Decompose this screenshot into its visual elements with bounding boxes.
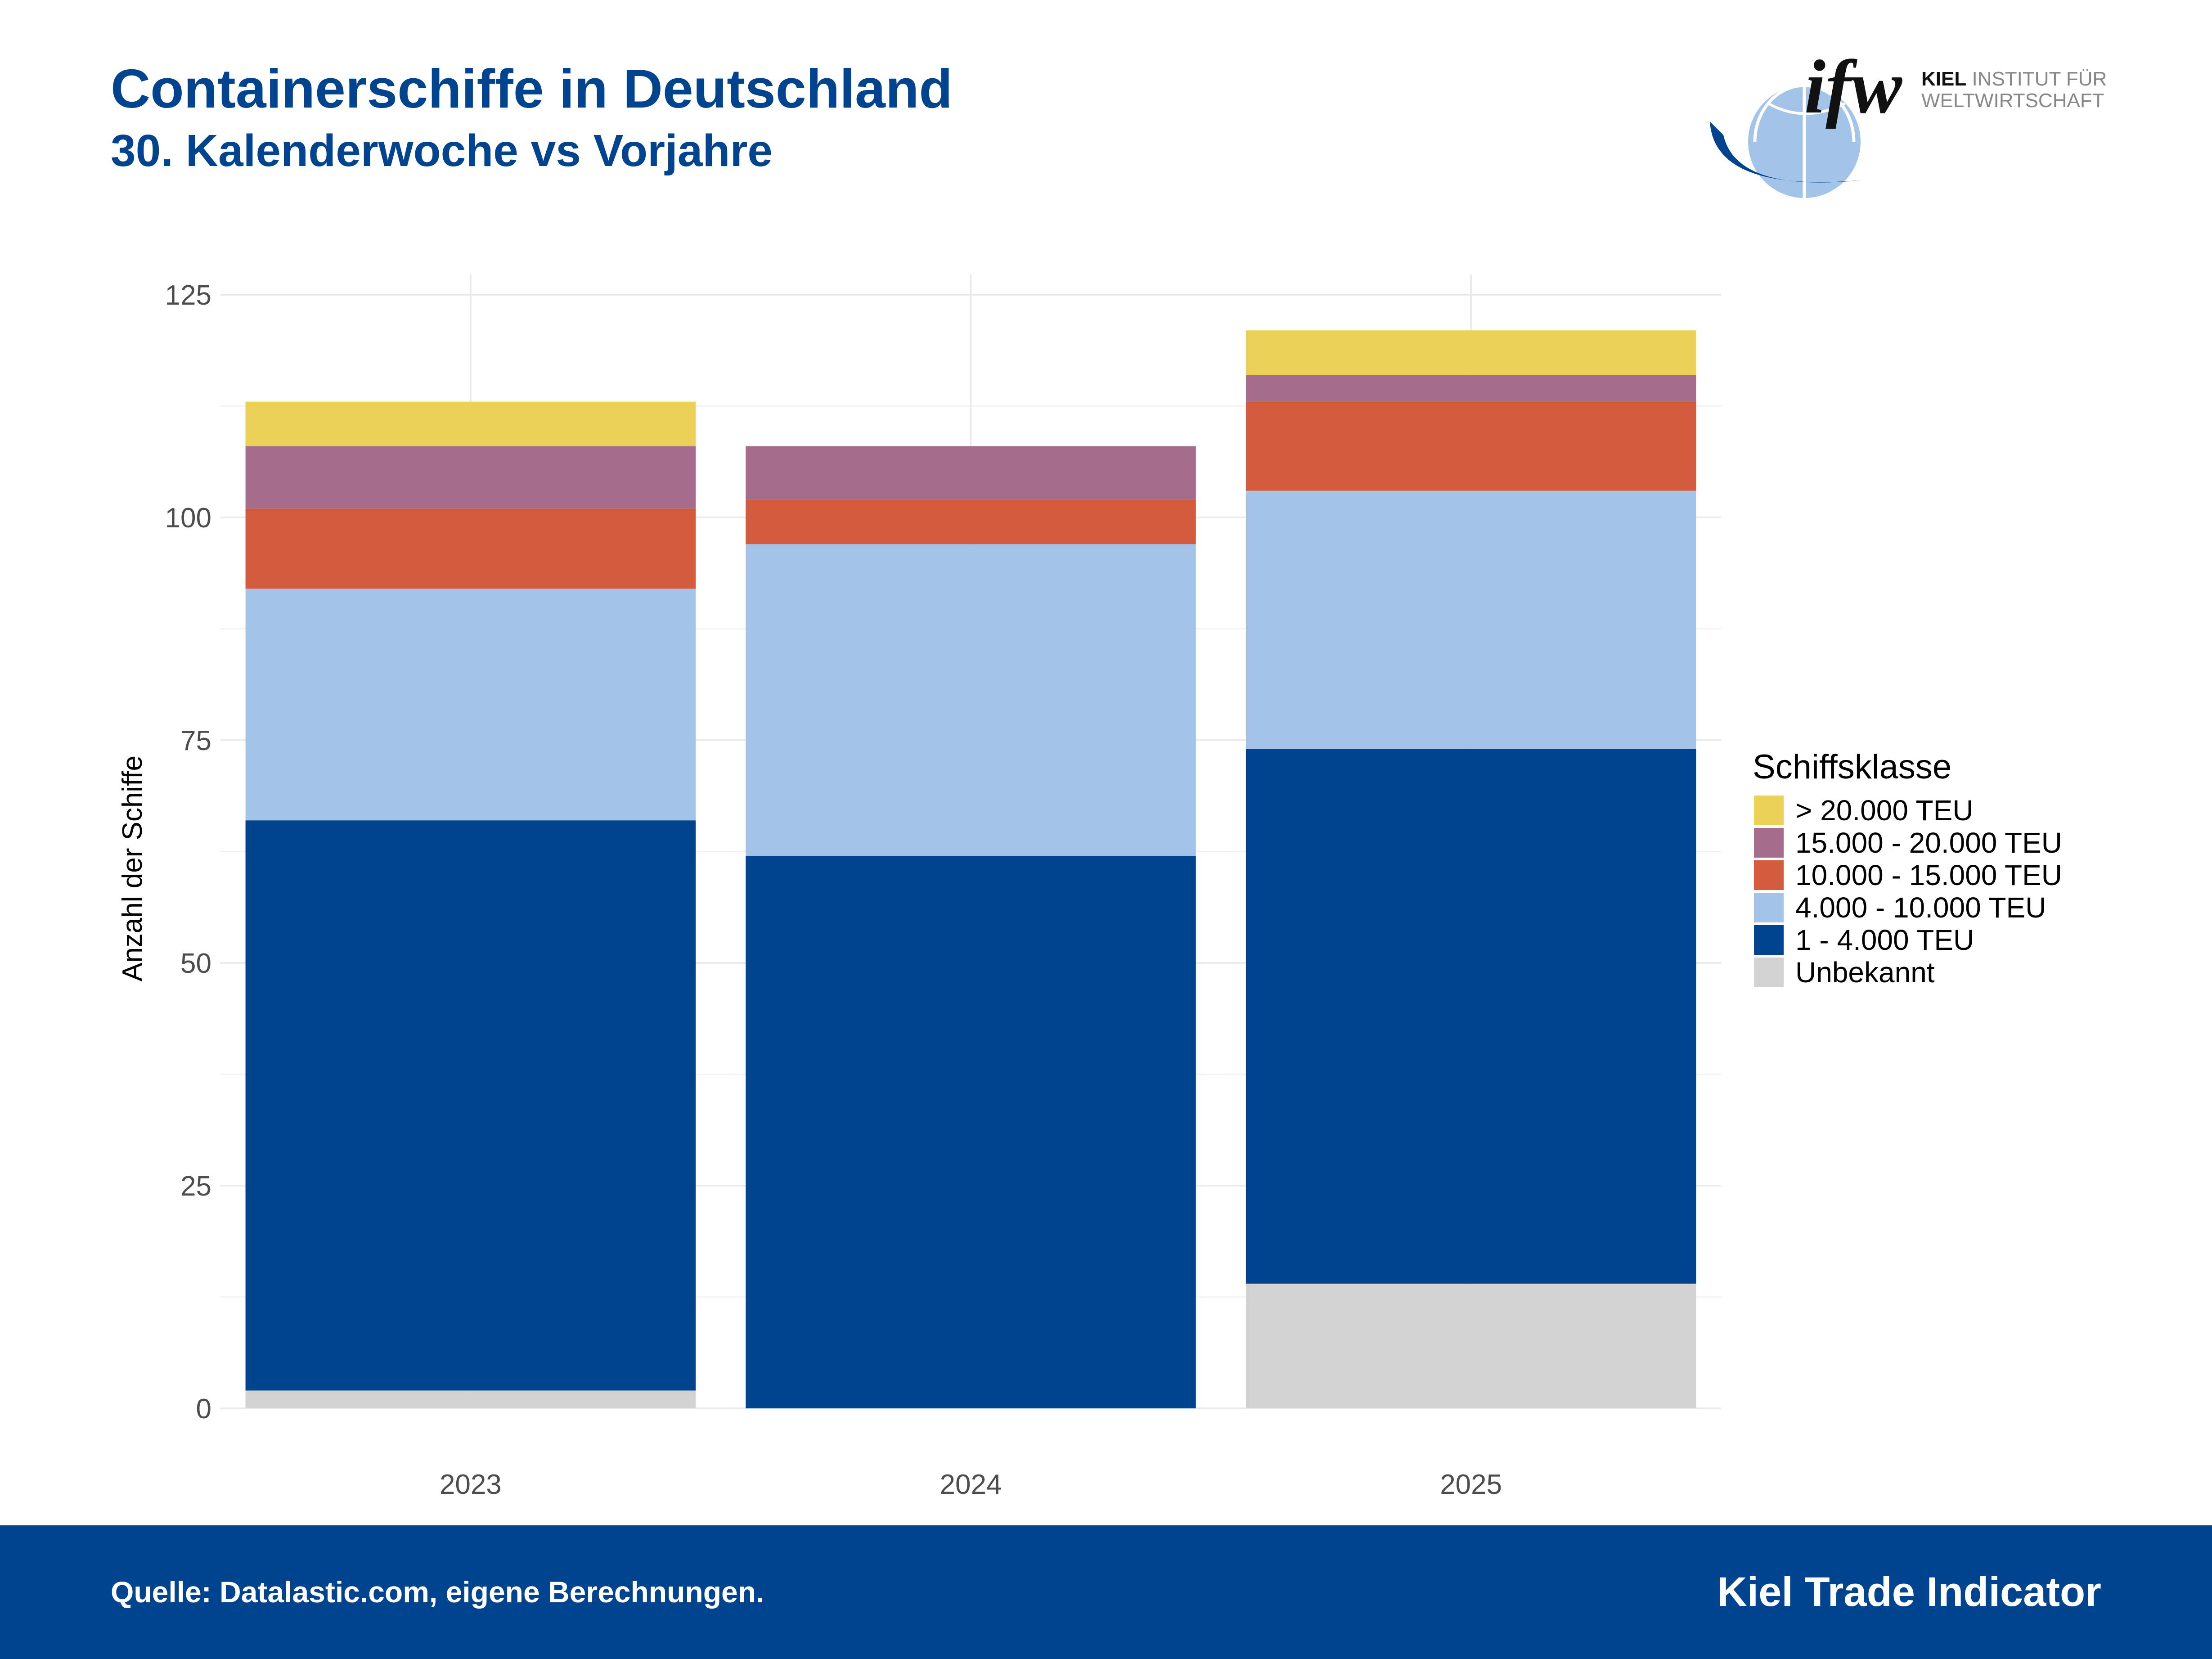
legend-title: Schiffsklasse — [1753, 748, 1951, 786]
legend-swatch — [1754, 958, 1784, 987]
ifw-logo-graphic: ifw KIEL INSTITUT FÜR WELTWIRTSCHAFT — [1710, 45, 2107, 198]
bars — [245, 330, 1696, 1408]
y-tick-label: 125 — [165, 280, 211, 311]
y-tick-label: 0 — [196, 1394, 211, 1425]
axes: 0 25 50 75 100 125 2023 2024 2025 — [165, 280, 1502, 1500]
bar-segment — [245, 820, 696, 1391]
bar-segment — [1245, 1283, 1696, 1408]
legend-entry-label: 10.000 - 15.000 TEU — [1795, 859, 2062, 891]
footer-bar: Quelle: Datalastic.com, eigene Berechnun… — [0, 1525, 2212, 1659]
bar-segment — [245, 508, 696, 589]
bar-segment — [245, 589, 696, 821]
legend-entry-label: 4.000 - 10.000 TEU — [1795, 891, 2046, 924]
logo-line-2: WELTWIRTSCHAFT — [1921, 90, 2104, 112]
chart-subtitle: 30. Kalenderwoche vs Vorjahre — [111, 126, 773, 176]
source-note: Quelle: Datalastic.com, eigene Berechnun… — [111, 1575, 764, 1609]
chart-area: 0 25 50 75 100 125 2023 2024 2025 Anzahl der Sch… — [117, 274, 2062, 1500]
legend-swatch — [1754, 860, 1784, 890]
legend-swatch — [1754, 893, 1784, 922]
stacked-bar-chart: 0 25 50 75 100 125 2023 2024 2025 Anzahl der Sch… — [117, 274, 2062, 1500]
bar-segment — [1245, 401, 1696, 491]
bar-segment — [245, 401, 696, 446]
y-tick-label: 25 — [180, 1171, 211, 1202]
brand-label: Kiel Trade Indicator — [1717, 1569, 2101, 1615]
bar-segment — [746, 446, 1196, 500]
y-tick-label: 50 — [180, 948, 211, 979]
bar-segment — [1245, 490, 1696, 749]
legend-swatch — [1754, 925, 1784, 955]
legend-entry-label: 1 - 4.000 TEU — [1795, 924, 1974, 956]
bar-segment — [746, 856, 1196, 1408]
bar-segment — [245, 446, 696, 509]
bar-segment — [746, 544, 1196, 856]
y-axis-label: Anzahl der Schiffe — [117, 755, 148, 981]
x-tick-label: 2023 — [440, 1469, 502, 1500]
legend-entry-label: Unbekannt — [1795, 956, 1935, 989]
legend-entry-label: 15.000 - 20.000 TEU — [1795, 827, 2062, 859]
bar-segment — [245, 1390, 696, 1408]
bar-segment — [1245, 330, 1696, 375]
legend-swatch — [1754, 796, 1784, 825]
bar-segment — [1245, 749, 1696, 1284]
logo-line-1: KIEL INSTITUT FÜR — [1921, 68, 2107, 90]
x-tick-label: 2024 — [940, 1469, 1002, 1500]
legend-entry-label: > 20.000 TEU — [1795, 794, 1974, 827]
chart-title: Containerschiffe in Deutschland — [111, 58, 953, 119]
bar-segment — [1245, 375, 1696, 402]
x-tick-label: 2025 — [1440, 1469, 1502, 1500]
logo-wordmark: ifw — [1804, 45, 1902, 129]
y-tick-label: 75 — [180, 725, 211, 756]
y-tick-label: 100 — [165, 503, 211, 534]
legend-swatch — [1754, 828, 1784, 858]
bar-segment — [746, 499, 1196, 544]
ifw-logo: ifw KIEL INSTITUT FÜR WELTWIRTSCHAFT — [1710, 45, 2115, 202]
